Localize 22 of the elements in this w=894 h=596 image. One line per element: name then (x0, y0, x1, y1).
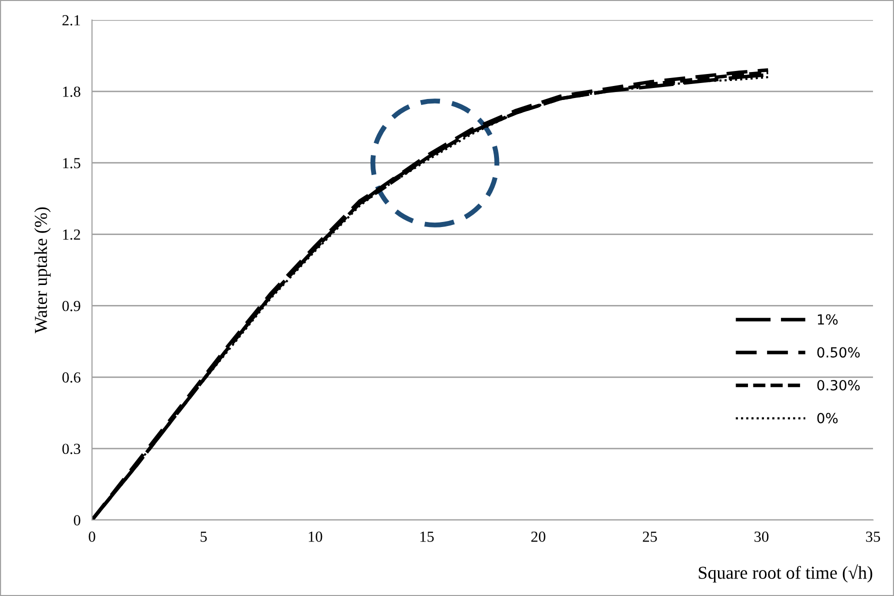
y-tick-label: 0.3 (62, 444, 80, 454)
legend-label: 0.50% (817, 347, 860, 358)
legend-label: 1% (818, 314, 838, 325)
y-tick-label: 1.5 (63, 158, 80, 168)
x-tick-label: 10 (308, 532, 322, 542)
x-tick-label: 0 (88, 532, 96, 542)
y-axis-title: Water uptake (%) (34, 207, 51, 334)
y-tick-label: 0.9 (62, 300, 80, 312)
x-tick-label: 20 (531, 532, 546, 542)
x-tick-label: 5 (200, 532, 207, 542)
x-tick-label: 30 (754, 532, 768, 542)
x-tick-label: 15 (420, 532, 434, 542)
x-tick-label: 35 (866, 532, 880, 542)
y-tick-label: 0 (74, 515, 80, 526)
y-tick-label: 1.8 (63, 86, 80, 97)
x-tick-label: 25 (642, 532, 657, 542)
y-tick-label: 0.6 (62, 372, 80, 383)
x-axis-title: Square root of time (√h) (698, 564, 872, 583)
legend-label: 0.30% (817, 380, 860, 390)
legend-label: 0% (817, 412, 838, 424)
y-tick-label: 2.1 (62, 15, 80, 26)
y-tick-label: 1.2 (63, 229, 80, 240)
